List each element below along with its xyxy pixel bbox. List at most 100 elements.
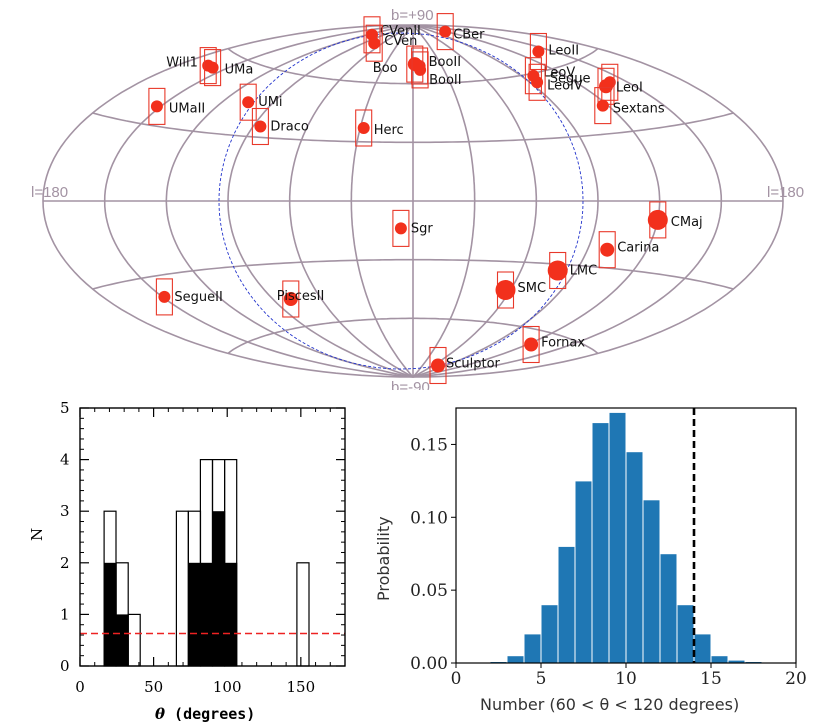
galaxy-marker [524, 337, 539, 352]
galaxy-marker [531, 76, 544, 89]
galaxy-marker [283, 292, 298, 306]
probability-bar [693, 633, 712, 664]
galaxy-umaii: UMaII [148, 87, 205, 125]
theta-unit: (degrees) [165, 705, 255, 723]
galaxy-box [522, 325, 540, 364]
theta-filled-bar [224, 562, 238, 666]
galaxy-piscesii: PiscesII [277, 280, 325, 318]
galaxy-box [411, 51, 429, 89]
galaxy-sgr: Sgr [392, 209, 433, 247]
right-longitude-label: l=180 [767, 184, 804, 201]
galaxy-label: Draco [270, 120, 308, 135]
galaxy-cven: CVen [365, 24, 417, 62]
probability-bar [489, 661, 508, 664]
theta-xtick-label: 100 [213, 678, 242, 696]
theta-ytick-label: 0 [60, 657, 70, 675]
galaxy-label: Carina [617, 241, 659, 256]
galaxy-marker [414, 63, 427, 76]
galaxy-sculptor: Sculptor [429, 346, 501, 385]
galaxy-leoii: LeoII [529, 32, 579, 71]
probability-bar [523, 633, 542, 664]
left-longitude-label: l=180 [31, 184, 68, 201]
galaxy-carina: Carina [598, 231, 659, 269]
galaxy-marker [647, 209, 668, 230]
parallel-line [92, 112, 734, 144]
galaxy-label: CVenII [380, 24, 421, 39]
theta-symbol: θ [155, 705, 165, 723]
probability-ytick-label: 0.10 [410, 508, 448, 528]
galaxy-marker [158, 290, 171, 303]
galaxy-label: UMi [258, 95, 282, 110]
galaxy-label: Sextans [613, 102, 665, 117]
galaxy-box [251, 107, 269, 146]
galaxy-box [528, 63, 546, 101]
galaxy-label: Will1 [166, 56, 198, 71]
galaxy-lmc: LMC [547, 251, 597, 290]
probability-bar [659, 553, 678, 664]
probability-histogram-bars [489, 408, 797, 664]
south-pole-label: b=-90 [391, 379, 430, 390]
galaxy-marker [599, 79, 613, 94]
theta-filled-bar [104, 562, 117, 666]
galaxy-marker [242, 96, 255, 109]
theta-filled-bar [212, 511, 226, 666]
probability-xtick-label: 20 [785, 669, 807, 689]
galaxy-label: Segue [550, 71, 591, 86]
galaxy-leoi: LeoI [597, 67, 643, 105]
galaxy-box [365, 24, 383, 62]
probability-bar [676, 604, 695, 664]
galaxy-herc: Herc [355, 109, 404, 147]
theta-ytick-label: 2 [60, 554, 70, 572]
probability-bar [744, 661, 763, 664]
plane-great-circle [218, 32, 584, 370]
theta-filled-bar [200, 562, 214, 666]
parallel-line [227, 317, 599, 355]
galaxy-marker [439, 25, 452, 38]
theta-histogram-bars [80, 459, 345, 667]
galaxy-label: PiscesII [277, 289, 325, 304]
galaxy-box [282, 280, 300, 318]
theta-xtick-label: 150 [287, 678, 316, 696]
galaxy-label: Fornax [541, 336, 585, 351]
galaxy-box [204, 49, 222, 87]
galaxy-label: CMaj [671, 215, 703, 230]
galaxy-cvenii: CVenII [363, 16, 421, 54]
galaxy-marker [368, 37, 381, 50]
galaxy-label: Boo [373, 61, 398, 76]
galaxy-label: Herc [374, 123, 404, 138]
galaxy-label: LeoIV [547, 78, 583, 93]
galaxy-box [148, 87, 166, 125]
theta-outline-bar [127, 613, 141, 667]
theta-outline-bar [175, 510, 189, 667]
north-pole-label: b=+90 [391, 7, 434, 24]
theta-outline-bar [115, 562, 129, 667]
galaxy-marker [547, 260, 568, 281]
probability-xtick-label: 10 [615, 669, 637, 689]
galaxy-label: UMaII [169, 101, 205, 116]
galaxy-marker [532, 45, 545, 58]
galaxy-marker [357, 122, 370, 134]
theta-xtick-label: 0 [75, 678, 85, 696]
galaxy-fornax: Fornax [522, 325, 585, 364]
galaxy-box [363, 16, 381, 54]
galaxy-label: SMC [518, 281, 547, 296]
galaxy-label: BooII [429, 73, 462, 88]
galaxy-uma: UMa [204, 49, 253, 87]
theta-histogram-frame [79, 407, 346, 667]
galaxy-box [392, 209, 410, 247]
galaxy-box [524, 57, 542, 95]
sky-grid [42, 24, 784, 378]
probability-histogram-ticks: 0.00 0.05 0.10 0.15 0 5 10 15 20 [410, 435, 807, 689]
galaxy-draco: Draco [251, 107, 309, 146]
galaxy-label: LeoI [616, 80, 643, 95]
galaxy-label: Sculptor [446, 357, 501, 372]
galaxy-marker [596, 99, 609, 112]
galaxy-box [155, 278, 173, 316]
probability-bar [591, 422, 610, 664]
probability-bar [761, 661, 780, 664]
galaxy-markers: CBerCVenIICVenBooIIBooBooIILeoIILeoVLeoI… [148, 13, 703, 385]
galaxy-box [436, 13, 454, 51]
galaxy-label: SegueII [174, 290, 222, 305]
probability-bar [608, 411, 627, 664]
